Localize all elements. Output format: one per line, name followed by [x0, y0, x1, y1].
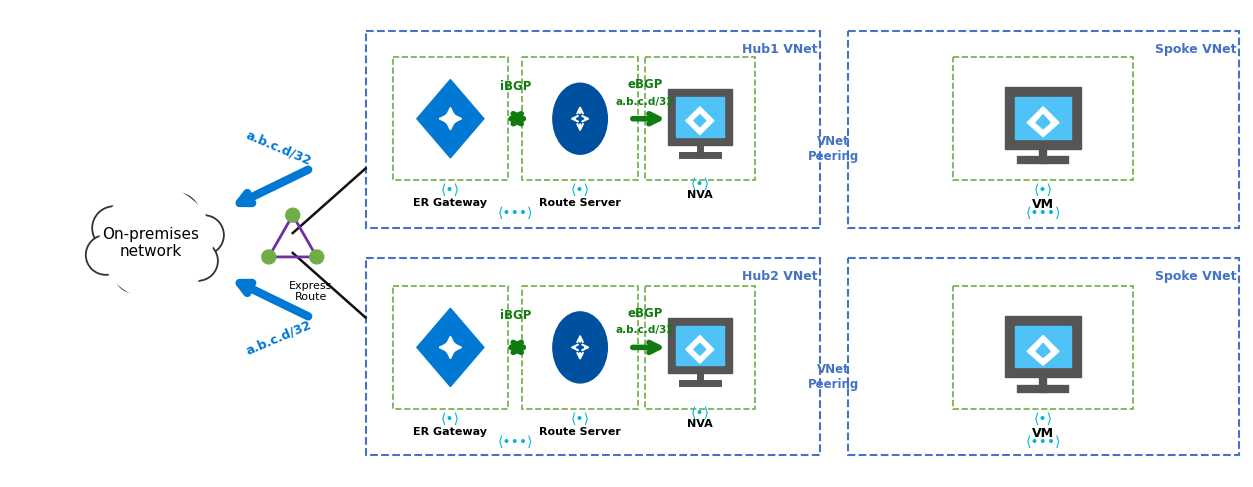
Polygon shape [1027, 336, 1059, 365]
FancyBboxPatch shape [1005, 316, 1081, 377]
Circle shape [85, 235, 125, 275]
Text: iBGP: iBGP [500, 80, 531, 93]
Bar [954, 286, 1133, 409]
Bar [392, 286, 509, 409]
Text: a.b.c.d/32: a.b.c.d/32 [615, 325, 674, 336]
Circle shape [178, 241, 218, 281]
Text: NVA: NVA [687, 190, 713, 200]
Text: ⟨•••⟩: ⟨•••⟩ [1025, 206, 1061, 220]
Polygon shape [685, 107, 714, 134]
Polygon shape [1027, 107, 1059, 137]
Text: ⟨•••⟩: ⟨•••⟩ [497, 206, 533, 220]
Text: Route Server: Route Server [539, 427, 621, 437]
Ellipse shape [553, 83, 608, 154]
Bar [366, 258, 819, 455]
Circle shape [124, 191, 164, 231]
Text: ⟨•••⟩: ⟨•••⟩ [1025, 435, 1061, 449]
Circle shape [155, 193, 199, 237]
Bar [847, 258, 1239, 455]
Text: VM: VM [1032, 427, 1054, 440]
Text: ⟨•⟩: ⟨•⟩ [1034, 412, 1053, 426]
Polygon shape [694, 115, 705, 127]
Bar [392, 57, 509, 180]
Text: ⟨•⟩: ⟨•⟩ [441, 412, 460, 426]
Text: Route Server: Route Server [539, 198, 621, 208]
FancyBboxPatch shape [1005, 87, 1081, 149]
Text: ⟨•⟩: ⟨•⟩ [570, 412, 590, 426]
Text: Hub1 VNet: Hub1 VNet [742, 43, 817, 56]
Text: ⟨•⟩: ⟨•⟩ [1034, 183, 1053, 197]
Polygon shape [417, 308, 484, 387]
Circle shape [262, 250, 276, 264]
Circle shape [445, 342, 456, 353]
FancyBboxPatch shape [675, 97, 724, 137]
Text: iBGP: iBGP [500, 309, 531, 321]
Bar [523, 286, 638, 409]
Text: ⟨•⟩: ⟨•⟩ [690, 406, 709, 420]
Circle shape [445, 113, 456, 125]
Text: VNet
Peering: VNet Peering [808, 134, 860, 163]
FancyBboxPatch shape [675, 325, 724, 365]
Text: ER Gateway: ER Gateway [413, 427, 487, 437]
Polygon shape [694, 343, 705, 356]
Circle shape [93, 206, 137, 250]
Polygon shape [1036, 115, 1050, 129]
Text: ⟨•⟩: ⟨•⟩ [441, 183, 460, 197]
Bar [645, 57, 754, 180]
Text: VM: VM [1032, 198, 1054, 211]
Text: Hub2 VNet: Hub2 VNet [742, 270, 817, 283]
Polygon shape [417, 79, 484, 158]
Text: Express
Route: Express Route [289, 281, 332, 302]
Text: Spoke VNet: Spoke VNet [1155, 43, 1237, 56]
Text: a.b.c.d/32: a.b.c.d/32 [244, 318, 313, 357]
Ellipse shape [553, 312, 608, 383]
Text: ⟨•⟩: ⟨•⟩ [690, 177, 709, 191]
Circle shape [309, 250, 323, 264]
Circle shape [114, 253, 154, 293]
FancyBboxPatch shape [1015, 97, 1071, 139]
Text: a.b.c.d/32: a.b.c.d/32 [615, 97, 674, 107]
Bar [645, 286, 754, 409]
Text: ⟨•••⟩: ⟨•••⟩ [497, 435, 533, 449]
Circle shape [184, 215, 224, 255]
Text: eBGP: eBGP [628, 306, 663, 319]
FancyBboxPatch shape [668, 89, 732, 145]
Text: VNet
Peering: VNet Peering [808, 363, 860, 391]
Bar [366, 31, 819, 228]
Text: On-premises
network: On-premises network [103, 227, 199, 259]
Circle shape [148, 255, 188, 295]
Circle shape [286, 208, 299, 222]
Text: ⟨•⟩: ⟨•⟩ [570, 183, 590, 197]
Polygon shape [1036, 343, 1050, 357]
Polygon shape [685, 336, 714, 363]
FancyBboxPatch shape [668, 318, 732, 373]
FancyBboxPatch shape [1015, 325, 1071, 367]
Text: eBGP: eBGP [628, 78, 663, 91]
Text: ER Gateway: ER Gateway [413, 198, 487, 208]
Bar [954, 57, 1133, 180]
Circle shape [99, 187, 213, 300]
Bar [847, 31, 1239, 228]
Text: Spoke VNet: Spoke VNet [1155, 270, 1237, 283]
Text: a.b.c.d/32: a.b.c.d/32 [244, 129, 313, 168]
Text: NVA: NVA [687, 419, 713, 429]
Bar [523, 57, 638, 180]
